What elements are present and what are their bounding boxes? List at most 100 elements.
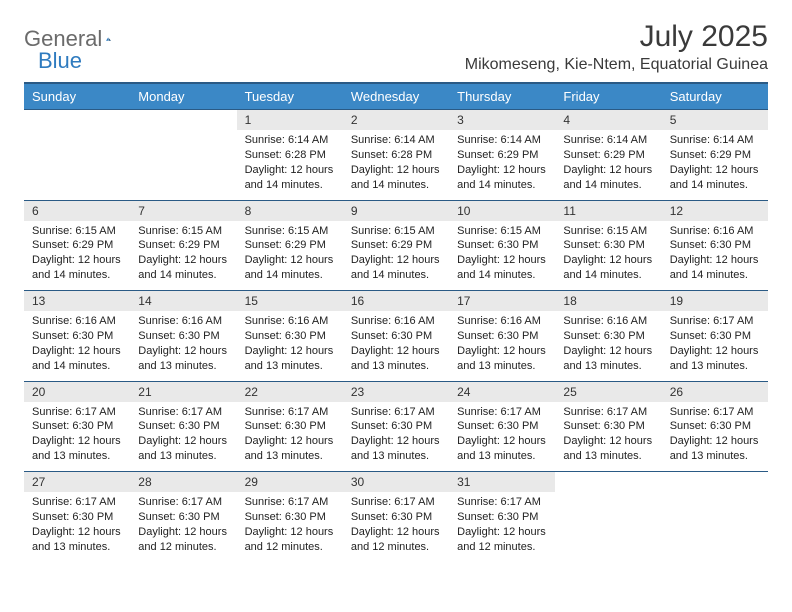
sunset-line: Sunset: 6:30 PM [457, 419, 547, 434]
day-number: 31 [449, 472, 555, 492]
sunset-line: Sunset: 6:29 PM [32, 238, 122, 253]
day-number: 7 [130, 201, 236, 221]
daylight-line: Daylight: 12 hours and 14 minutes. [32, 253, 122, 283]
calendar-daynum-cell: 7 [130, 200, 236, 221]
daylight-line: Daylight: 12 hours and 14 minutes. [457, 163, 547, 193]
sunset-line: Sunset: 6:29 PM [138, 238, 228, 253]
calendar-content-cell: Sunrise: 6:14 AMSunset: 6:29 PMDaylight:… [449, 130, 555, 200]
daylight-line: Daylight: 12 hours and 14 minutes. [245, 253, 335, 283]
sunset-line: Sunset: 6:30 PM [351, 419, 441, 434]
day-number: 6 [24, 201, 130, 221]
day-number: 4 [555, 110, 661, 130]
calendar-content-cell [130, 130, 236, 200]
day-number: 29 [237, 472, 343, 492]
day-number: 28 [130, 472, 236, 492]
calendar-daynum-cell: 28 [130, 472, 236, 493]
calendar-content-cell: Sunrise: 6:17 AMSunset: 6:30 PMDaylight:… [449, 402, 555, 472]
month-title: July 2025 [465, 20, 768, 54]
calendar-content-cell: Sunrise: 6:17 AMSunset: 6:30 PMDaylight:… [449, 492, 555, 562]
day-details: Sunrise: 6:14 AMSunset: 6:28 PMDaylight:… [343, 130, 449, 198]
day-details: Sunrise: 6:16 AMSunset: 6:30 PMDaylight:… [662, 221, 768, 289]
sunrise-line: Sunrise: 6:16 AM [32, 314, 122, 329]
day-details: Sunrise: 6:17 AMSunset: 6:30 PMDaylight:… [555, 402, 661, 470]
calendar-daynum-cell: 9 [343, 200, 449, 221]
sunset-line: Sunset: 6:30 PM [138, 329, 228, 344]
day-number: 17 [449, 291, 555, 311]
calendar-daynum-cell: 27 [24, 472, 130, 493]
daylight-line: Daylight: 12 hours and 14 minutes. [245, 163, 335, 193]
day-details: Sunrise: 6:17 AMSunset: 6:30 PMDaylight:… [662, 402, 768, 470]
calendar-content-cell: Sunrise: 6:15 AMSunset: 6:29 PMDaylight:… [130, 221, 236, 291]
calendar-daynum-cell [662, 472, 768, 493]
calendar-header-row: SundayMondayTuesdayWednesdayThursdayFrid… [24, 83, 768, 110]
sunrise-line: Sunrise: 6:16 AM [457, 314, 547, 329]
daylight-line: Daylight: 12 hours and 13 minutes. [457, 344, 547, 374]
calendar-daynum-row: 6789101112 [24, 200, 768, 221]
sunset-line: Sunset: 6:30 PM [670, 329, 760, 344]
day-number: 22 [237, 382, 343, 402]
daylight-line: Daylight: 12 hours and 13 minutes. [245, 344, 335, 374]
weekday-header: Wednesday [343, 83, 449, 110]
calendar-daynum-cell: 12 [662, 200, 768, 221]
sunrise-line: Sunrise: 6:15 AM [138, 224, 228, 239]
day-details: Sunrise: 6:17 AMSunset: 6:30 PMDaylight:… [343, 402, 449, 470]
calendar-daynum-cell: 29 [237, 472, 343, 493]
sunrise-line: Sunrise: 6:17 AM [457, 405, 547, 420]
sunrise-line: Sunrise: 6:16 AM [563, 314, 653, 329]
title-block: July 2025 Mikomeseng, Kie-Ntem, Equatori… [465, 20, 768, 74]
calendar-daynum-row: 2728293031 [24, 472, 768, 493]
calendar-daynum-cell: 21 [130, 381, 236, 402]
calendar-daynum-cell: 24 [449, 381, 555, 402]
calendar-content-cell: Sunrise: 6:16 AMSunset: 6:30 PMDaylight:… [237, 311, 343, 381]
daylight-line: Daylight: 12 hours and 14 minutes. [457, 253, 547, 283]
daylight-line: Daylight: 12 hours and 14 minutes. [563, 253, 653, 283]
day-details: Sunrise: 6:14 AMSunset: 6:29 PMDaylight:… [449, 130, 555, 198]
sunset-line: Sunset: 6:30 PM [457, 510, 547, 525]
logo-sail-icon [106, 30, 111, 48]
sunset-line: Sunset: 6:30 PM [138, 419, 228, 434]
sunrise-line: Sunrise: 6:14 AM [245, 133, 335, 148]
calendar-daynum-cell [130, 110, 236, 131]
daylight-line: Daylight: 12 hours and 14 minutes. [351, 163, 441, 193]
day-details: Sunrise: 6:15 AMSunset: 6:29 PMDaylight:… [343, 221, 449, 289]
calendar-content-cell: Sunrise: 6:17 AMSunset: 6:30 PMDaylight:… [662, 311, 768, 381]
day-number: 27 [24, 472, 130, 492]
day-details: Sunrise: 6:17 AMSunset: 6:30 PMDaylight:… [130, 402, 236, 470]
calendar-daynum-cell: 22 [237, 381, 343, 402]
sunset-line: Sunset: 6:29 PM [245, 238, 335, 253]
sunset-line: Sunset: 6:28 PM [245, 148, 335, 163]
day-number: 11 [555, 201, 661, 221]
day-number: 12 [662, 201, 768, 221]
header: General July 2025 Mikomeseng, Kie-Ntem, … [24, 20, 768, 74]
day-details: Sunrise: 6:17 AMSunset: 6:30 PMDaylight:… [237, 402, 343, 470]
sunset-line: Sunset: 6:30 PM [245, 419, 335, 434]
calendar-content-cell: Sunrise: 6:15 AMSunset: 6:30 PMDaylight:… [449, 221, 555, 291]
sunset-line: Sunset: 6:30 PM [32, 329, 122, 344]
sunrise-line: Sunrise: 6:17 AM [563, 405, 653, 420]
day-details: Sunrise: 6:14 AMSunset: 6:29 PMDaylight:… [555, 130, 661, 198]
calendar-content-cell: Sunrise: 6:14 AMSunset: 6:29 PMDaylight:… [662, 130, 768, 200]
sunrise-line: Sunrise: 6:14 AM [457, 133, 547, 148]
sunrise-line: Sunrise: 6:15 AM [245, 224, 335, 239]
daylight-line: Daylight: 12 hours and 12 minutes. [457, 525, 547, 555]
calendar-content-cell: Sunrise: 6:17 AMSunset: 6:30 PMDaylight:… [343, 492, 449, 562]
calendar-daynum-cell: 6 [24, 200, 130, 221]
daylight-line: Daylight: 12 hours and 12 minutes. [138, 525, 228, 555]
calendar-daynum-cell: 17 [449, 291, 555, 312]
calendar-content-cell: Sunrise: 6:17 AMSunset: 6:30 PMDaylight:… [24, 492, 130, 562]
day-details: Sunrise: 6:15 AMSunset: 6:29 PMDaylight:… [237, 221, 343, 289]
day-details: Sunrise: 6:14 AMSunset: 6:29 PMDaylight:… [662, 130, 768, 198]
calendar-daynum-cell: 1 [237, 110, 343, 131]
logo-text-blue: Blue [38, 48, 82, 73]
calendar-content-cell: Sunrise: 6:14 AMSunset: 6:28 PMDaylight:… [343, 130, 449, 200]
sunset-line: Sunset: 6:30 PM [670, 238, 760, 253]
day-number: 16 [343, 291, 449, 311]
day-details: Sunrise: 6:17 AMSunset: 6:30 PMDaylight:… [662, 311, 768, 379]
calendar-content-cell: Sunrise: 6:16 AMSunset: 6:30 PMDaylight:… [130, 311, 236, 381]
sunrise-line: Sunrise: 6:17 AM [32, 495, 122, 510]
day-details: Sunrise: 6:17 AMSunset: 6:30 PMDaylight:… [130, 492, 236, 560]
sunset-line: Sunset: 6:29 PM [670, 148, 760, 163]
calendar-daynum-cell: 15 [237, 291, 343, 312]
calendar-daynum-cell: 16 [343, 291, 449, 312]
calendar-daynum-cell: 4 [555, 110, 661, 131]
